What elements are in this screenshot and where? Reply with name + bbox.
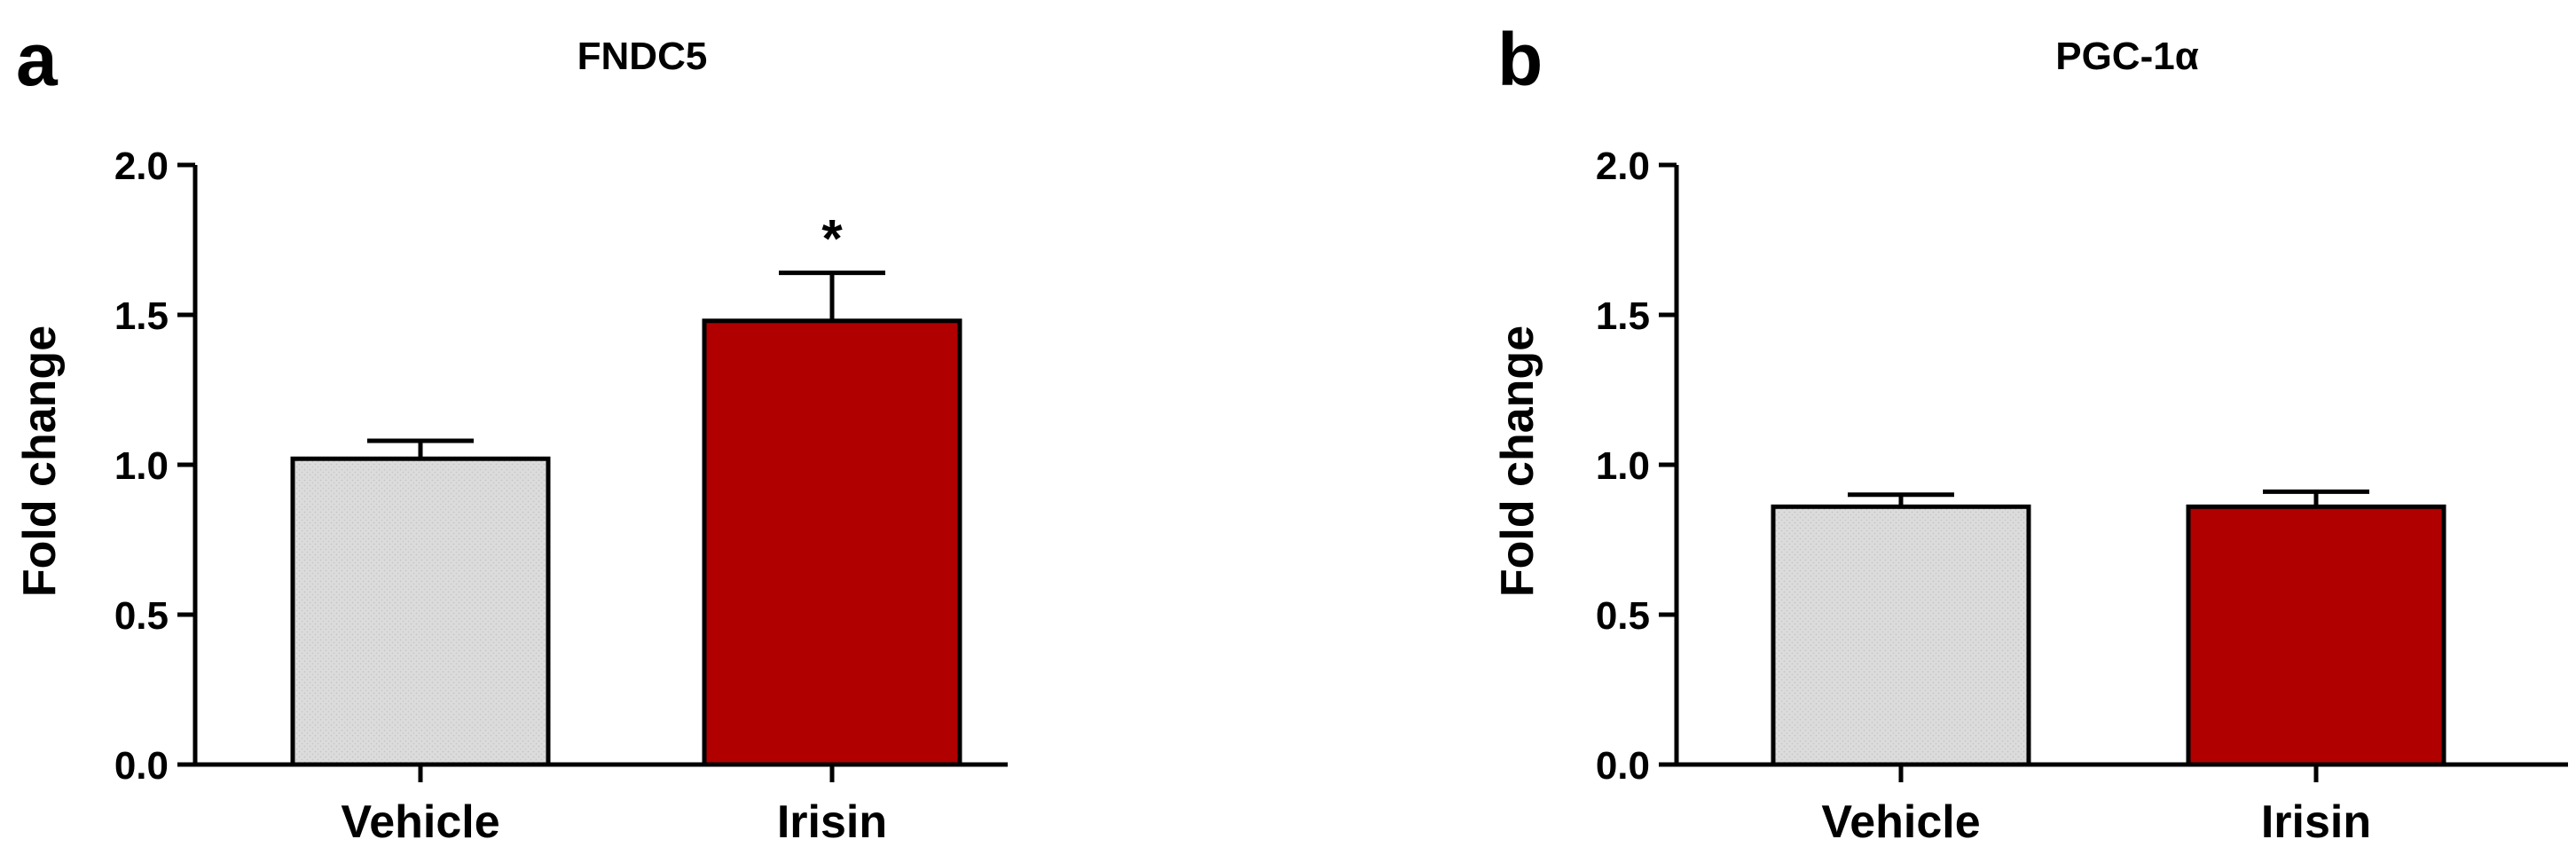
- bar-irisin: [702, 318, 962, 767]
- y-tick-label: 2.0: [114, 145, 169, 188]
- y-tick-label: 1.5: [1596, 294, 1650, 338]
- chart-title-a: FNDC5: [577, 35, 708, 78]
- plot-area-b: 0.0 0.5 1.0 1.5 2.0 Vehicle Irisin: [1596, 145, 2568, 848]
- panel-letter-b: b: [1497, 18, 1543, 101]
- bar-irisin: [2186, 504, 2446, 767]
- x-tick-label: Irisin: [2261, 796, 2371, 848]
- y-tick-label: 1.5: [114, 294, 169, 338]
- panel-a: a FNDC5 Fold change 0.0 0.5 1.0 1.5 2.0 Vehic…: [14, 18, 1008, 848]
- y-tick-label: 0.0: [1596, 744, 1650, 788]
- y-tick-label: 0.5: [1596, 594, 1650, 638]
- y-tick-label: 0.5: [114, 594, 169, 638]
- y-tick-label: 1.0: [114, 444, 169, 488]
- y-tick-label: 2.0: [1596, 145, 1650, 188]
- plot-area-a: 0.0 0.5 1.0 1.5 2.0 Vehicle Irisin *: [114, 145, 1008, 848]
- y-tick-label: 0.0: [114, 744, 169, 788]
- panel-letter-a: a: [16, 18, 59, 101]
- significance-marker: *: [821, 209, 843, 269]
- x-tick-label: Irisin: [777, 796, 887, 848]
- chart-title-b: PGC-1α: [2055, 35, 2199, 78]
- bar-vehicle: [290, 456, 551, 767]
- x-tick-label: Vehicle: [1821, 796, 1980, 848]
- panel-b: b PGC-1α Fold change 0.0 0.5 1.0 1.5 2.0 Vehi…: [1492, 18, 2568, 848]
- bar-vehicle: [1771, 504, 2031, 767]
- y-tick-label: 1.0: [1596, 444, 1650, 488]
- y-axis-label-a: Fold change: [14, 326, 66, 597]
- y-axis-label-b: Fold change: [1492, 326, 1543, 597]
- x-tick-label: Vehicle: [341, 796, 499, 848]
